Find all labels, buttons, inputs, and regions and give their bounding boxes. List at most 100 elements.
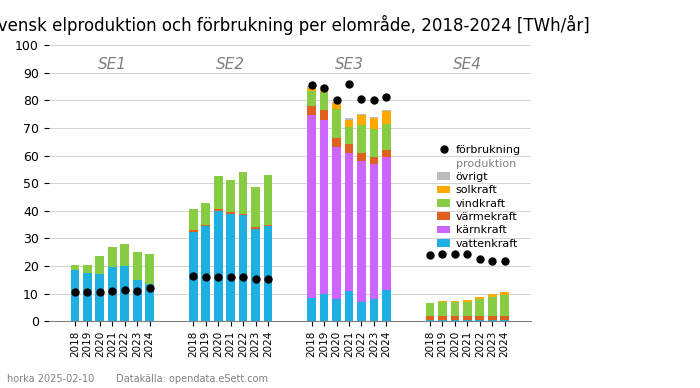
Bar xyxy=(133,252,141,280)
Bar xyxy=(451,301,459,302)
Bar xyxy=(382,111,391,124)
Bar xyxy=(71,270,79,321)
Bar xyxy=(344,291,354,321)
Text: SE2: SE2 xyxy=(216,57,245,72)
Bar xyxy=(463,320,472,321)
Title: svensk elproduktion och förbrukning per elområde, 2018-2024 [TWh/år]: svensk elproduktion och förbrukning per … xyxy=(0,15,590,35)
Legend: förbrukning, produktion, övrigt, solkraft, vindkraft, värmekraft, kärnkraft, vat: förbrukning, produktion, övrigt, solkraf… xyxy=(433,141,526,253)
Bar xyxy=(357,161,366,302)
Bar xyxy=(264,225,272,226)
Bar xyxy=(488,296,496,316)
Bar xyxy=(264,175,272,225)
Bar xyxy=(307,87,316,88)
Bar xyxy=(307,88,316,90)
Bar xyxy=(370,129,378,157)
Bar xyxy=(357,302,366,321)
Bar xyxy=(370,118,378,129)
Bar xyxy=(239,213,247,215)
Bar xyxy=(382,150,391,157)
Point xyxy=(449,251,461,257)
Bar xyxy=(488,294,496,296)
Bar xyxy=(344,144,354,153)
Point xyxy=(200,274,211,280)
Bar xyxy=(370,299,378,321)
Bar xyxy=(133,280,141,321)
Bar xyxy=(332,102,341,103)
Bar xyxy=(357,153,366,161)
Bar xyxy=(202,203,210,225)
Bar xyxy=(344,126,354,144)
Bar xyxy=(382,157,391,289)
Bar xyxy=(332,147,341,299)
Point xyxy=(486,258,498,264)
Bar xyxy=(320,92,328,110)
Point xyxy=(144,285,155,291)
Point xyxy=(331,97,342,103)
Bar xyxy=(320,110,328,120)
Point xyxy=(381,94,392,100)
Bar xyxy=(357,116,366,125)
Point xyxy=(106,288,118,294)
Bar xyxy=(475,297,484,299)
Bar xyxy=(71,265,79,270)
Point xyxy=(499,258,510,264)
Bar xyxy=(488,320,496,321)
Point xyxy=(94,289,106,296)
Bar xyxy=(382,289,391,321)
Bar xyxy=(426,303,434,316)
Point xyxy=(237,274,248,280)
Point xyxy=(306,82,317,88)
Bar xyxy=(332,103,341,109)
Point xyxy=(119,286,130,293)
Bar xyxy=(146,284,154,321)
Bar xyxy=(451,320,459,321)
Bar xyxy=(332,138,341,147)
Bar xyxy=(332,109,341,138)
Bar xyxy=(332,299,341,321)
Bar xyxy=(370,117,378,118)
Bar xyxy=(451,316,459,320)
Bar xyxy=(426,316,434,320)
Bar xyxy=(226,212,235,213)
Bar xyxy=(382,124,391,150)
Bar xyxy=(451,302,459,316)
Bar xyxy=(189,232,197,321)
Point xyxy=(132,288,143,294)
Bar xyxy=(307,116,316,298)
Bar xyxy=(189,230,197,232)
Bar xyxy=(320,120,328,294)
Point xyxy=(213,274,224,280)
Bar xyxy=(214,176,223,210)
Bar xyxy=(475,316,484,320)
Bar xyxy=(426,320,434,321)
Bar xyxy=(357,114,366,116)
Bar xyxy=(357,125,366,153)
Point xyxy=(262,275,274,282)
Bar xyxy=(438,320,447,321)
Bar xyxy=(463,316,472,320)
Bar xyxy=(226,213,235,321)
Bar xyxy=(475,299,484,316)
Point xyxy=(437,251,448,257)
Bar xyxy=(264,226,272,321)
Bar xyxy=(320,294,328,321)
Bar xyxy=(146,254,154,284)
Bar xyxy=(344,120,354,126)
Bar xyxy=(202,226,210,321)
Bar xyxy=(83,265,92,273)
Bar xyxy=(214,211,223,321)
Bar xyxy=(438,316,447,320)
Bar xyxy=(120,266,129,321)
Bar xyxy=(239,215,247,321)
Point xyxy=(250,275,261,282)
Bar xyxy=(320,87,328,88)
Text: SE4: SE4 xyxy=(453,57,482,72)
Point xyxy=(474,256,485,262)
Point xyxy=(424,252,435,258)
Bar xyxy=(307,90,316,106)
Bar xyxy=(320,88,328,92)
Bar xyxy=(344,118,354,120)
Bar xyxy=(438,302,447,316)
Bar xyxy=(251,187,260,227)
Bar xyxy=(500,292,509,295)
